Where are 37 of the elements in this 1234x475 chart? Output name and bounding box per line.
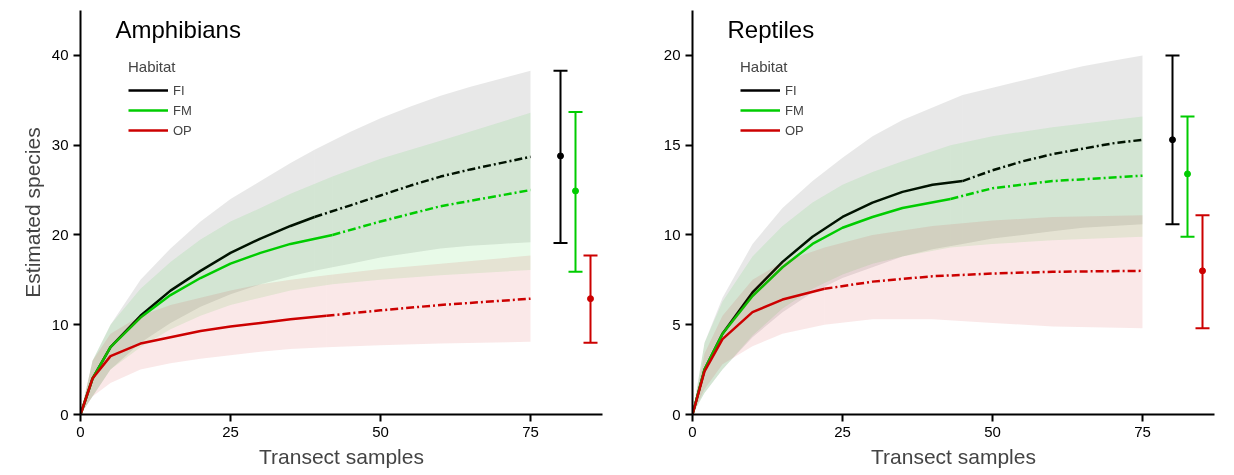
- legend-title: Habitat: [128, 58, 177, 75]
- chart-title: Reptiles: [727, 15, 815, 43]
- x-tick-label: 50: [984, 422, 1001, 440]
- y-tick-label: 15: [663, 136, 681, 154]
- x-tick-label: 25: [222, 422, 239, 440]
- legend-label: FI: [173, 82, 186, 98]
- x-tick-label: 75: [522, 422, 539, 440]
- x-tick-label: 25: [834, 422, 851, 440]
- y-tick-label: 0: [60, 405, 69, 423]
- x-axis-title: Transect samples: [259, 444, 424, 468]
- y-axis-title: Estimated species: [20, 127, 44, 298]
- x-tick-label: 0: [76, 422, 85, 440]
- point: [1169, 136, 1176, 144]
- y-tick-label: 20: [663, 46, 681, 64]
- x-tick-label: 50: [372, 422, 389, 440]
- y-tick-label: 40: [51, 46, 69, 64]
- legend-label: FI: [785, 82, 798, 98]
- point: [587, 295, 594, 303]
- point: [572, 187, 579, 195]
- y-tick-label: 20: [51, 225, 69, 243]
- legend-label: OP: [173, 122, 193, 138]
- point: [1184, 170, 1191, 178]
- y-tick-label: 10: [663, 225, 681, 243]
- y-tick-label: 5: [672, 315, 681, 333]
- x-tick-label: 75: [1134, 422, 1151, 440]
- y-tick-label: 30: [51, 136, 69, 154]
- y-tick-label: 0: [672, 405, 681, 423]
- point: [557, 152, 564, 160]
- legend-label: FM: [785, 102, 805, 118]
- legend-label: OP: [785, 122, 805, 138]
- x-axis-title: Transect samples: [871, 444, 1036, 468]
- legend-label: FM: [173, 102, 193, 118]
- point: [1199, 267, 1206, 275]
- legend-title: Habitat: [740, 58, 789, 75]
- chart-title: Amphibians: [115, 15, 241, 43]
- x-tick-label: 0: [688, 422, 697, 440]
- y-tick-label: 10: [51, 315, 69, 333]
